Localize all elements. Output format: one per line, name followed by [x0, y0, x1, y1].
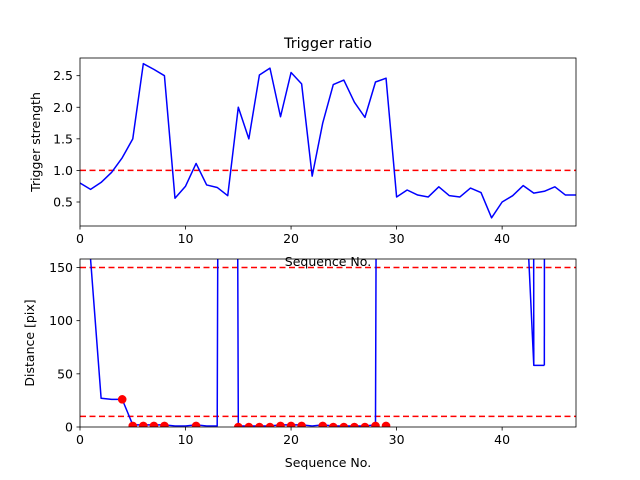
y-tick-label: 0 [65, 420, 73, 435]
y-tick-label: 1.5 [53, 131, 73, 146]
y-tick-label: 50 [57, 366, 73, 381]
distance-panel: 0 10 20 30 40 0 50 100 150 Sequence No. Distance [… [22, 258, 577, 470]
data-point-marker [318, 421, 328, 427]
y-tick-label: 0.5 [53, 195, 73, 210]
x-tick-label: 10 [178, 231, 194, 246]
y-tick-label: 150 [49, 260, 73, 275]
y-tick-label: 2.0 [53, 100, 73, 115]
data-point-marker [381, 421, 391, 427]
x-axis-label: Sequence No. [285, 254, 371, 269]
y-tick-label: 2.5 [53, 68, 73, 83]
x-tick-label: 0 [76, 432, 84, 447]
x-tick-label: 30 [389, 231, 405, 246]
data-point-marker [339, 422, 349, 427]
data-point-marker [360, 422, 370, 427]
y-axis-label: Distance [pix] [22, 299, 37, 386]
data-point-marker [117, 395, 127, 404]
chart-title: Trigger ratio [283, 36, 372, 52]
x-tick-label: 20 [283, 432, 299, 447]
plot-area [80, 62, 576, 219]
data-point-marker [265, 422, 275, 427]
data-point-marker [139, 421, 148, 427]
plot-area [80, 259, 576, 427]
data-point-marker [371, 421, 380, 427]
x-tick-label: 40 [494, 231, 510, 246]
y-tick-label: 100 [49, 313, 73, 328]
data-point-marker [297, 421, 306, 427]
x-axis-label: Sequence No. [285, 455, 371, 470]
series-line-segment [89, 259, 91, 260]
y-axis-label: Trigger strength [28, 92, 43, 193]
x-tick-label: 30 [389, 432, 405, 447]
x-tick-label: 10 [178, 432, 194, 447]
data-point-marker [255, 422, 264, 427]
axes-frame [79, 258, 577, 428]
data-point-marker [233, 422, 243, 427]
x-tick-label: 0 [76, 231, 84, 246]
x-tick-label: 40 [494, 432, 510, 447]
x-tick-label: 20 [283, 231, 299, 246]
data-point-marker [244, 422, 254, 427]
data-point-marker [149, 421, 159, 427]
trigger-ratio-panel: 0 10 20 30 40 0.5 1.0 1.5 2.0 2.5 Sequence No. Trig… [28, 36, 577, 269]
data-point-marker [286, 421, 296, 427]
data-point-marker [160, 421, 169, 427]
data-point-marker [128, 421, 138, 427]
series-line [89, 259, 545, 427]
data-point-marker [328, 422, 338, 427]
y-tick-label: 1.0 [53, 163, 73, 178]
axes-frame [79, 57, 577, 227]
series-line [80, 62, 576, 219]
series-line-segment [543, 259, 546, 366]
data-point-marker [276, 421, 285, 427]
data-point-marker [350, 422, 359, 427]
data-point-marker [191, 421, 201, 427]
